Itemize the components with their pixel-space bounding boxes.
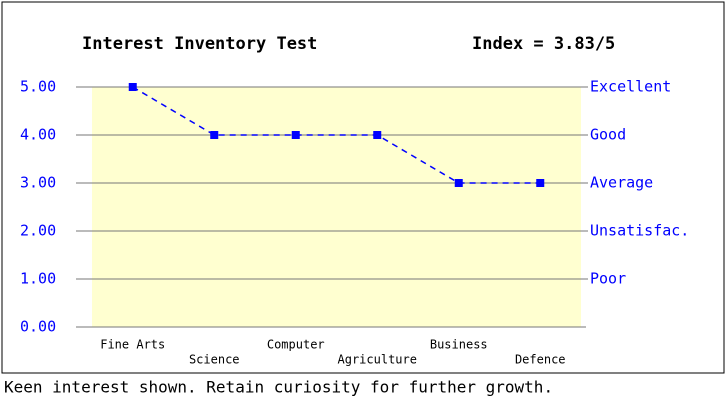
annotation: Keen interest shown. Retain curiosity fo… — [4, 378, 553, 397]
y-tick-label: 3.00 — [20, 174, 56, 192]
y-tick-label: 5.00 — [20, 78, 56, 96]
plot-area — [92, 87, 581, 327]
x-tick-label: Business — [430, 338, 488, 352]
y-tick-label: 1.00 — [20, 270, 56, 288]
x-tick-label: Agriculture — [338, 353, 417, 367]
y2-tick-label: Poor — [590, 270, 626, 288]
point — [373, 131, 382, 139]
y2-tick-label: Good — [590, 126, 626, 144]
point — [210, 131, 219, 139]
y2-tick-label: Average — [590, 174, 653, 192]
y2-tick-label: Unsatisfac. — [590, 222, 689, 240]
series-line — [132, 86, 541, 184]
y-tick-label: 4.00 — [20, 126, 56, 144]
y2-tick-label: Excellent — [590, 78, 671, 96]
x-tick-label: Fine Arts — [100, 338, 165, 352]
x-tick-label: Science — [189, 353, 240, 367]
y-tick-label: 2.00 — [20, 222, 56, 240]
point — [536, 179, 545, 187]
point — [291, 131, 300, 139]
point — [454, 179, 463, 187]
y-tick-label: 0.00 — [20, 318, 56, 336]
x-tick-label: Computer — [267, 338, 325, 352]
chart-subtitle: Index = 3.83/5 — [472, 34, 615, 54]
x-tick-label: Defence — [515, 353, 566, 367]
chart-title: Interest Inventory Test — [82, 34, 317, 54]
point — [128, 83, 137, 91]
